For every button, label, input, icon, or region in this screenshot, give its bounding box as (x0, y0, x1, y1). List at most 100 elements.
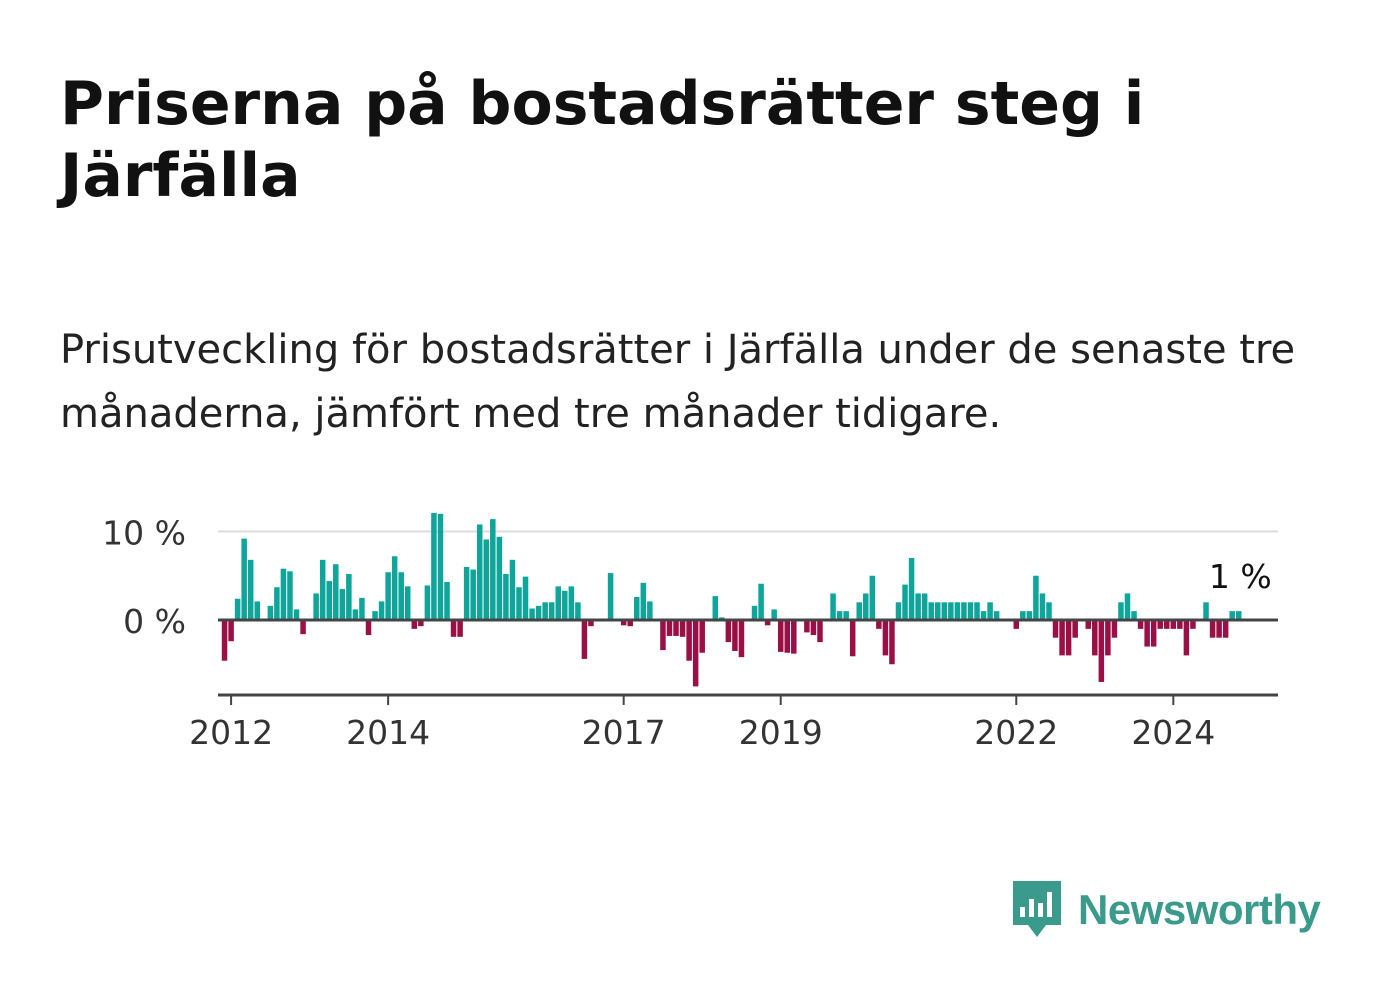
bar (902, 584, 908, 620)
bar (764, 620, 771, 626)
bar (411, 620, 418, 629)
bar (634, 596, 640, 620)
bar (1157, 620, 1163, 629)
y-axis-labels: 0 % 10 % (102, 514, 186, 642)
bar (221, 620, 228, 661)
bar (666, 620, 673, 636)
chart-subtitle: Prisutveckling för bostadsrätter i Järfä… (60, 327, 1296, 437)
bar (1235, 611, 1242, 620)
bar (1111, 620, 1118, 638)
bar (967, 602, 974, 620)
bar (810, 620, 817, 636)
bar (1118, 602, 1124, 620)
x-tick-label: 2012 (189, 713, 273, 752)
y-tick-label: 10 % (102, 514, 186, 553)
bar (1137, 620, 1144, 629)
bar (405, 586, 411, 620)
bar (548, 602, 555, 620)
bar (280, 568, 287, 620)
bar (1072, 620, 1078, 638)
bar (562, 590, 568, 620)
bar (980, 611, 987, 620)
bar (1177, 620, 1183, 629)
bar (1229, 611, 1235, 620)
bar (1222, 620, 1229, 638)
bar (1105, 620, 1111, 656)
logo-text: Newsworthy (1078, 886, 1321, 933)
bar (725, 620, 732, 643)
bar (1131, 611, 1137, 620)
bar (418, 620, 424, 627)
bar (529, 608, 535, 621)
bar (352, 609, 359, 620)
bar (1183, 620, 1190, 656)
bar (522, 576, 529, 620)
bar (254, 601, 261, 620)
bar-chart-speech-bubble-icon (1013, 881, 1061, 937)
bar (974, 602, 980, 620)
bars (221, 512, 1242, 687)
bar (961, 602, 967, 620)
bar (1209, 620, 1216, 638)
bar (817, 620, 823, 643)
bar (424, 585, 431, 620)
bar (948, 602, 954, 620)
bar (247, 559, 254, 620)
bar (843, 611, 849, 620)
bar (830, 593, 836, 620)
bar (378, 601, 385, 620)
bar (1164, 620, 1170, 629)
bar (333, 564, 339, 620)
bar (928, 602, 934, 620)
bar (1098, 620, 1105, 682)
last-value-label: 1 % (1209, 557, 1272, 596)
x-tick-label: 2024 (1131, 713, 1215, 752)
bar (987, 602, 993, 620)
bar (784, 620, 791, 653)
bar (359, 597, 365, 621)
bar (1039, 593, 1046, 620)
bar (1144, 620, 1150, 647)
bar (1150, 620, 1157, 647)
bar (391, 556, 398, 620)
bar (647, 601, 653, 620)
bar (555, 586, 561, 620)
bar (588, 620, 594, 627)
bar (1085, 620, 1091, 629)
bar (1190, 620, 1196, 629)
bar (1059, 620, 1065, 656)
bar (509, 559, 516, 620)
newsworthy-logo: Newsworthy (1010, 878, 1321, 942)
bar (836, 611, 843, 620)
bar (895, 602, 902, 620)
bar (607, 573, 614, 620)
bar (326, 581, 332, 620)
bar (444, 581, 450, 620)
bar (804, 620, 810, 633)
bar (738, 620, 745, 658)
bar (241, 538, 247, 620)
bar (457, 620, 463, 637)
bar (437, 513, 444, 620)
bar (1065, 620, 1072, 656)
bar (954, 602, 961, 620)
bar (398, 572, 404, 620)
bar (660, 620, 666, 651)
bar (581, 620, 588, 659)
bar (575, 602, 581, 620)
bar (470, 569, 476, 621)
bar (640, 582, 647, 620)
bar (431, 512, 437, 620)
bar (535, 605, 542, 620)
bar (627, 620, 633, 627)
bar (496, 536, 503, 620)
bar (849, 620, 856, 657)
bar (791, 620, 797, 654)
axes (218, 618, 1278, 697)
bar (476, 524, 483, 620)
bar (876, 620, 882, 629)
x-tick-label: 2017 (582, 713, 666, 752)
bar (1170, 620, 1177, 629)
bar (267, 605, 274, 620)
bar (450, 620, 457, 637)
